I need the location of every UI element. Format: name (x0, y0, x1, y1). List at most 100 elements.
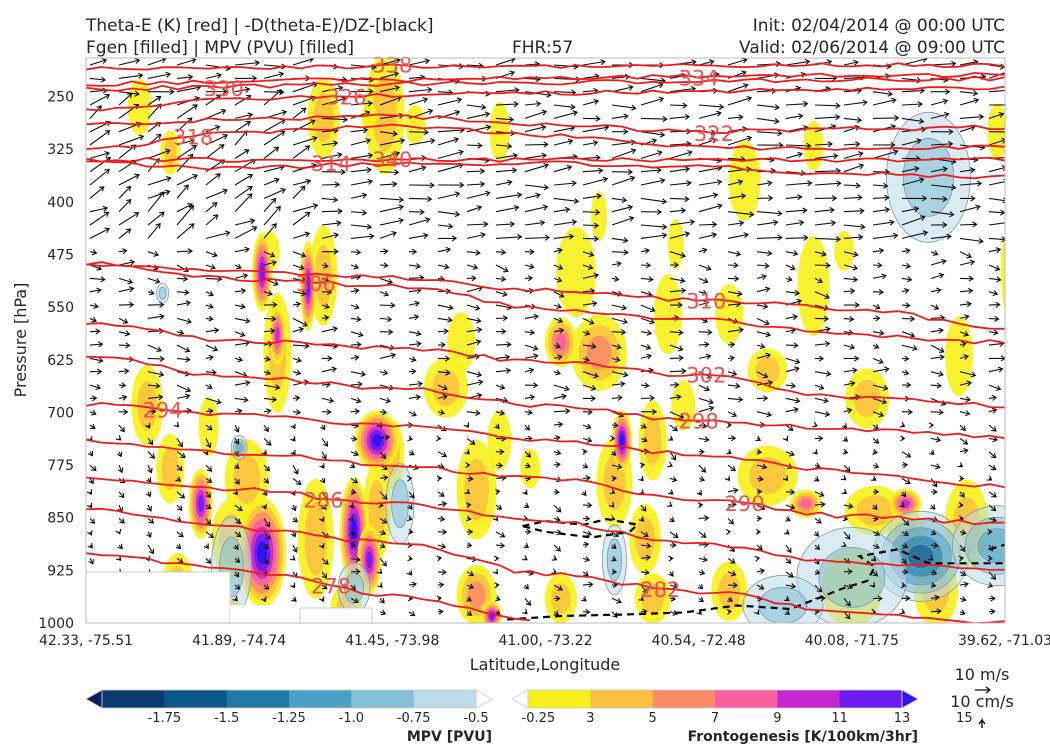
wind-arrow (930, 304, 940, 310)
wind-arrow (437, 543, 447, 550)
wind-key-vertical: 10 cm/s (950, 692, 1014, 711)
wind-arrow (205, 88, 228, 95)
wind-arrow (669, 180, 692, 187)
wind-arrow (553, 233, 575, 240)
wind-arrow (118, 173, 140, 186)
wind-arrow (640, 584, 648, 594)
wind-arrow (669, 196, 690, 203)
fgen-fill (749, 457, 787, 495)
wind-arrow (582, 556, 591, 563)
wind-arrow (467, 528, 474, 535)
fgen-fill (797, 236, 830, 337)
wind-arrow (321, 232, 339, 239)
wind-arrow (147, 211, 165, 226)
wind-arrow (812, 449, 818, 455)
wind-arrow (842, 436, 849, 442)
fgen-colorbar: 3 5 7 9 11 13 15 Frontogenesis [K/100km/3hr] (511, 689, 973, 745)
wind-arrow (321, 288, 333, 296)
fgen-fill (314, 244, 333, 307)
wind-arrow (988, 89, 1005, 93)
wind-arrow (466, 232, 486, 239)
wind-arrow (466, 570, 475, 577)
wind-arrow (988, 504, 997, 512)
wind-arrow (872, 437, 880, 444)
wind-arrow (495, 221, 516, 228)
x-tick-label: 40.08, -71.75 (805, 633, 899, 649)
fgen-fill (161, 447, 179, 491)
wind-arrow (118, 382, 127, 389)
wind-arrow (930, 370, 944, 377)
wind-arrow (988, 571, 997, 580)
wind-arrow (930, 211, 955, 218)
wind-arrow (147, 189, 171, 199)
wind-arrow (147, 464, 153, 474)
wind-arrow (87, 543, 94, 549)
wind-arrow (495, 233, 523, 241)
wind-arrow (901, 315, 916, 322)
wind-arrow (379, 230, 397, 239)
wind-arrow (379, 204, 404, 213)
wind-arrow (118, 491, 125, 499)
colorbar-tick-label: -0.25 (522, 711, 556, 726)
plot-area: 340 338 334 330 326 322 318 314 310 306 302 298 294 2… (85, 54, 1006, 624)
wind-arrow (292, 58, 315, 66)
wind-arrow (669, 476, 678, 483)
wind-arrow (350, 166, 372, 174)
wind-arrow (843, 315, 855, 323)
wind-arrow (611, 104, 637, 111)
wind-arrow (350, 249, 362, 256)
wind-arrow (205, 173, 221, 186)
wind-arrow (928, 422, 935, 429)
wind-arrow (930, 488, 938, 495)
mpv-fill (391, 479, 409, 529)
wind-arrow (727, 396, 744, 403)
wind-arrow (872, 366, 890, 373)
wind-arrow (379, 130, 399, 137)
wind-arrow (640, 262, 652, 269)
wind-arrow (698, 569, 706, 576)
wind-arrow (756, 286, 771, 293)
wind-arrow (872, 304, 881, 310)
wind-arrow (205, 491, 212, 498)
wind-arrow (436, 595, 443, 602)
wind-arrow (321, 584, 328, 590)
wind-arrow (872, 448, 878, 455)
wind-arrow (89, 395, 98, 402)
wind-arrow (814, 250, 827, 257)
wind-arrow (698, 476, 706, 482)
wind-arrow (640, 329, 653, 336)
wind-arrow (582, 423, 592, 430)
wind-arrow (319, 543, 325, 549)
wind-arrow (727, 95, 753, 106)
wind-arrow (696, 609, 702, 615)
wind-arrow (872, 141, 896, 148)
wind-arrow (263, 531, 271, 540)
wind-arrow (814, 595, 827, 602)
fgen-fill (667, 218, 684, 269)
wind-arrow (611, 568, 618, 575)
wind-arrow (582, 193, 602, 200)
theta-e-label: 286 (303, 489, 343, 513)
wind-arrow (582, 167, 604, 174)
wind-arrow (582, 300, 598, 307)
wind-arrow (524, 382, 539, 389)
wind-arrow (495, 384, 506, 390)
wind-arrow (814, 315, 830, 322)
wind-arrow (988, 236, 1005, 243)
wind-arrow (669, 219, 696, 226)
wind-arrow (232, 489, 238, 496)
wind-arrow (843, 503, 854, 510)
wind-arrow (408, 491, 415, 499)
wind-arrow (784, 595, 790, 602)
wind-arrow (901, 165, 920, 173)
theta-e-contour (86, 322, 1005, 409)
wind-arrow (379, 409, 388, 416)
colorbar-tick-label: -1.25 (272, 711, 306, 726)
wind-arrow (495, 542, 506, 549)
theta-e-label: 314 (311, 152, 351, 176)
wind-arrow (176, 58, 197, 66)
colorbar-swatch (289, 690, 352, 708)
fgen-fill (137, 380, 158, 431)
wind-arrow (551, 555, 558, 561)
wind-arrow (640, 382, 650, 389)
